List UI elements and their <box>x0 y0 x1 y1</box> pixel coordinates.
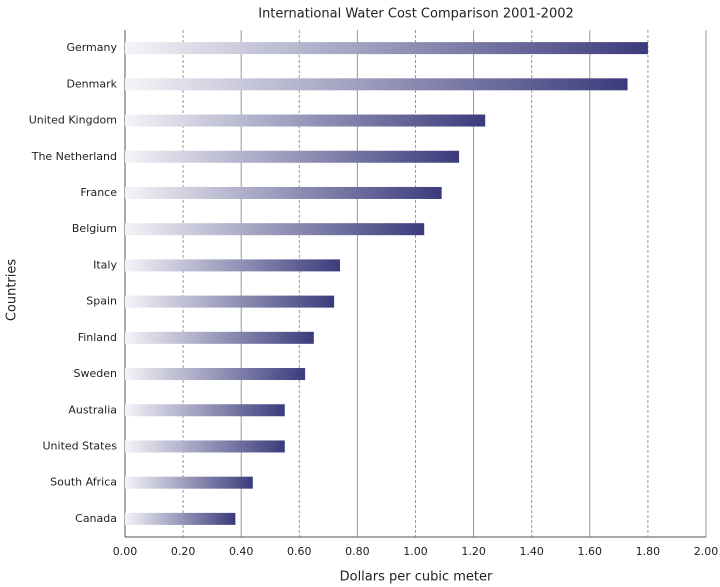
y-tick-label: United States <box>43 439 118 452</box>
bar <box>125 512 236 525</box>
bar <box>125 476 253 489</box>
bar <box>125 223 425 236</box>
bar <box>125 331 314 344</box>
bar <box>125 259 340 272</box>
x-tick-label: 0.00 <box>113 545 138 558</box>
x-tick-label: 1.60 <box>578 545 603 558</box>
y-tick-label: South Africa <box>50 476 117 489</box>
x-tick-label: 1.20 <box>461 545 486 558</box>
bar <box>125 150 460 163</box>
y-tick-label: Sweden <box>74 367 117 380</box>
y-tick-label: Finland <box>78 331 117 344</box>
bar <box>125 114 486 127</box>
x-tick-label: 0.40 <box>229 545 254 558</box>
y-tick-label: The Netherland <box>31 150 117 163</box>
bar <box>125 42 648 55</box>
y-tick-label: Denmark <box>66 77 117 90</box>
x-tick-label: 0.20 <box>171 545 196 558</box>
bar <box>125 440 285 453</box>
x-tick-label: 0.80 <box>345 545 370 558</box>
x-tick-label: 0.60 <box>287 545 312 558</box>
x-tick-label: 1.00 <box>403 545 428 558</box>
y-tick-label: Belgium <box>72 222 117 235</box>
y-tick-label: Canada <box>75 512 117 525</box>
x-tick-label: 1.80 <box>636 545 661 558</box>
x-tick-label: 1.40 <box>519 545 544 558</box>
bar <box>125 295 335 308</box>
x-axis-title: Dollars per cubic meter <box>340 570 493 585</box>
y-tick-label: Germany <box>66 41 117 54</box>
y-tick-label: Australia <box>68 403 117 416</box>
y-tick-label: France <box>80 186 117 199</box>
y-axis-title: Countries <box>5 259 20 322</box>
chart-title: International Water Cost Comparison 2001… <box>258 7 574 22</box>
bar <box>125 186 442 199</box>
y-tick-label: Italy <box>93 258 117 271</box>
y-tick-label: United Kingdom <box>29 114 117 127</box>
bar <box>125 404 285 417</box>
bar <box>125 78 628 91</box>
x-tick-label: 2.00 <box>694 545 719 558</box>
y-tick-label: Spain <box>86 295 117 308</box>
bar <box>125 368 306 381</box>
